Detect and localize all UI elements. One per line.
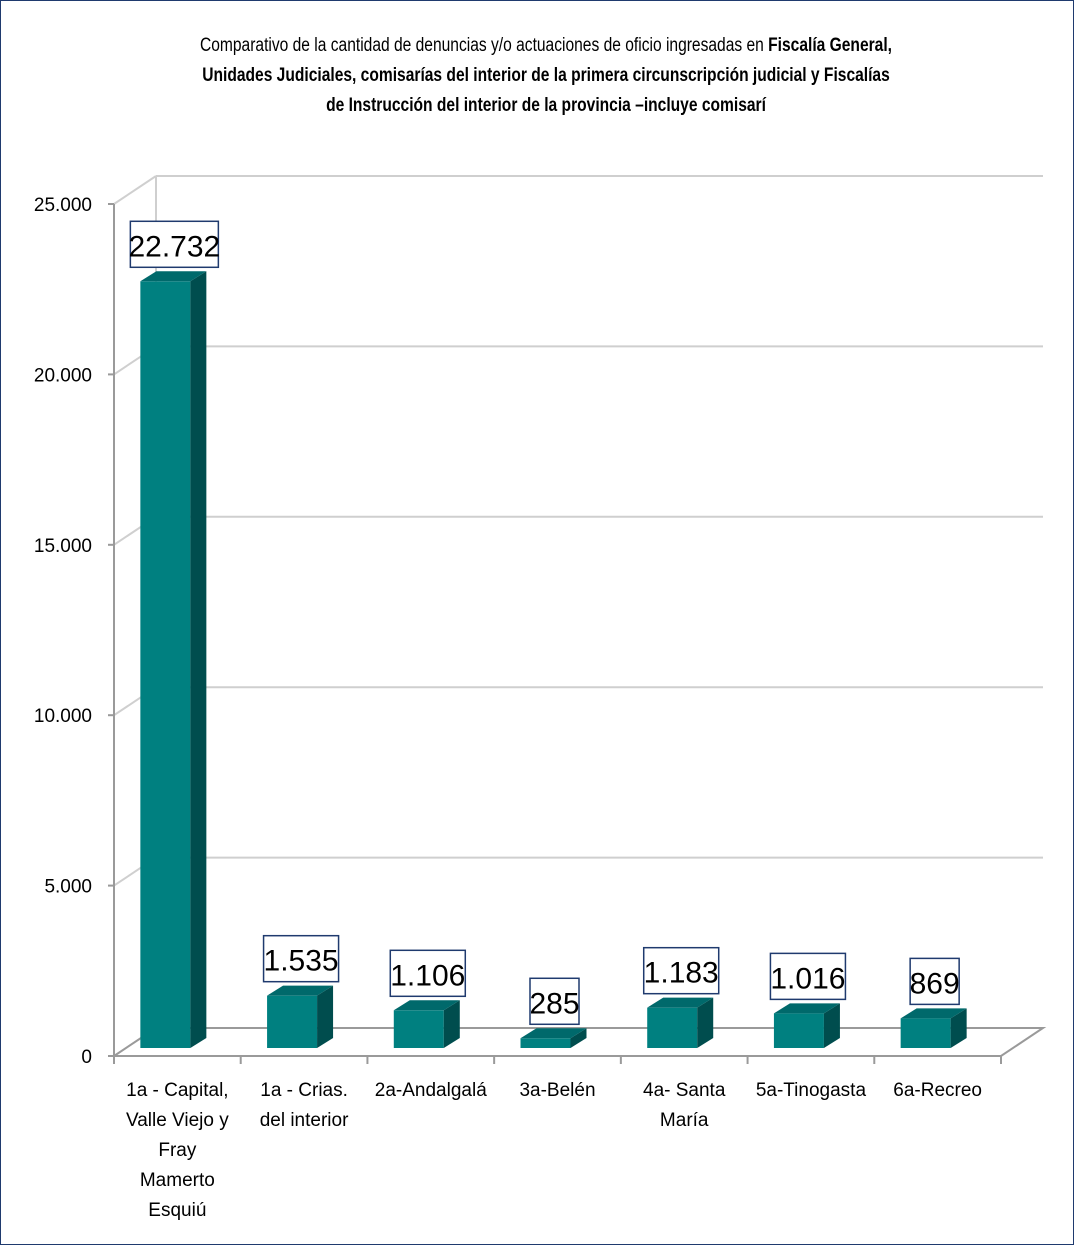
x-tick-label-6-0: 6a-Recreo <box>893 1080 982 1101</box>
bar-side-4 <box>697 997 714 1048</box>
bar-front-4 <box>647 1007 698 1048</box>
data-label-5: 1.016 <box>770 962 845 995</box>
data-label-box-0 <box>129 220 220 269</box>
x-tick-label-0-4: Esquiú <box>148 1200 206 1221</box>
y-tick-label-1: 5.000 <box>44 877 92 898</box>
bar-front-6 <box>900 1018 951 1048</box>
bar-front-2 <box>393 1010 444 1048</box>
data-label-1: 1.535 <box>264 945 339 978</box>
data-label-3: 285 <box>529 987 579 1020</box>
bar-front-0 <box>140 281 191 1048</box>
bar-side-0 <box>190 271 207 1048</box>
data-label-6: 869 <box>910 967 960 1000</box>
bar-top-2 <box>393 1000 460 1011</box>
y-tick-label-2: 10.000 <box>34 706 92 727</box>
y-tick-label-0: 0 <box>81 1047 92 1068</box>
x-tick-label-3-0: 3a-Belén <box>519 1080 595 1101</box>
chart-title: Comparativo de la cantidad de denuncias … <box>198 31 895 121</box>
x-tick-label-2-0: 2a-Andalgalá <box>375 1080 487 1101</box>
data-label-2: 1.106 <box>390 959 465 992</box>
x-tick-label-0-3: Mamerto <box>140 1170 215 1191</box>
x-tick-label-0-2: Fray <box>158 1140 197 1161</box>
bar-top-4 <box>647 997 714 1008</box>
y-tick-label-5: 25.000 <box>34 195 92 216</box>
bar-top-5 <box>773 1003 840 1014</box>
x-tick-label-0-1: Valle Viejo y <box>126 1110 229 1131</box>
data-label-0: 22.732 <box>128 230 220 263</box>
x-tick-label-0-0: 1a - Capital, <box>126 1080 228 1101</box>
x-tick-label-4-0: 4a- Santa <box>643 1080 726 1101</box>
x-tick-label-4-1: María <box>660 1110 709 1131</box>
bar-side-6 <box>950 1008 967 1048</box>
x-tick-label-1-1: del interior <box>260 1110 349 1131</box>
bar-side-2 <box>443 1000 460 1048</box>
data-label-4: 1.183 <box>644 957 719 990</box>
bar-side-3 <box>570 1028 587 1048</box>
bar-side-1 <box>317 985 334 1048</box>
data-label-box-1 <box>262 934 340 983</box>
bar-front-1 <box>267 995 318 1048</box>
data-label-box-2 <box>389 949 467 998</box>
y-tick-label-4: 20.000 <box>34 365 92 386</box>
y-tick-label-3: 15.000 <box>34 536 92 557</box>
bar-front-3 <box>520 1038 571 1048</box>
gridline-side-5 <box>113 175 157 205</box>
bar-top-3 <box>520 1028 587 1039</box>
data-label-box-6 <box>909 957 960 1006</box>
bar-top-1 <box>267 985 334 996</box>
bar-side-5 <box>823 1003 840 1048</box>
chart-title-part-1: Fiscalía General, Unidades Judiciales, c… <box>202 35 893 116</box>
bar-top-6 <box>900 1008 967 1019</box>
bar-front-5 <box>773 1013 824 1048</box>
data-label-box-3 <box>529 977 580 1026</box>
chart-title-part-0: Comparativo de la cantidad de denuncias … <box>199 35 769 56</box>
x-tick-label-1-0: 1a - Crias. <box>260 1080 348 1101</box>
bar-top-0 <box>140 271 207 282</box>
data-label-box-4 <box>642 946 720 995</box>
x-tick-label-5-0: 5a-Tinogasta <box>756 1080 867 1101</box>
data-label-box-5 <box>769 952 847 1001</box>
